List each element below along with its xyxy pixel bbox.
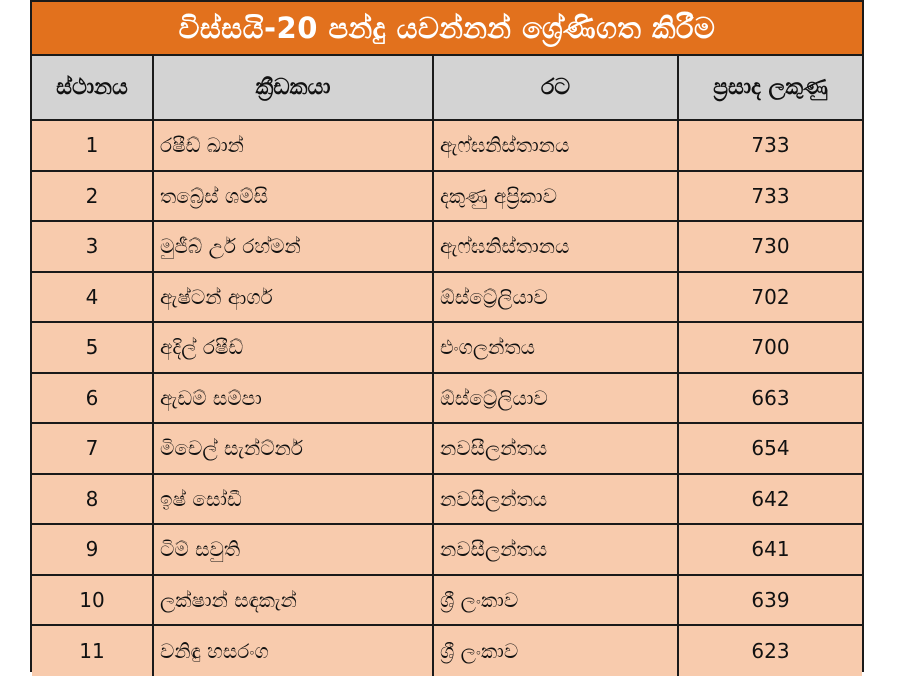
player-cell: අදිල් රෂීඩ්	[152, 321, 434, 374]
rank-cell: 11	[32, 624, 154, 676]
points-cell: 733	[677, 119, 862, 172]
player-cell: රෂීඩ් ඛාන්	[152, 119, 434, 172]
points-cell: 642	[677, 472, 862, 525]
player-cell: ඉෂ් සෝඩී	[152, 472, 434, 525]
rankings-table: ස්ථානය ක්‍රීඩකයා රට ප්‍රසාද ලකුණු 1 රෂීඩ්…	[32, 56, 862, 676]
country-cell: ශ්‍රී ලංකාව	[432, 573, 679, 626]
rank-cell: 1	[32, 119, 154, 172]
table-row: 7 මිචෙල් සැන්ට්නර් නවසීලන්තය 654	[32, 422, 862, 475]
table-row: 6 ඇඩම් සම්පා ඕස්ට්‍රේලියාව 663	[32, 371, 862, 424]
points-cell: 663	[677, 371, 862, 424]
table-body: 1 රෂීඩ් ඛාන් ඇෆ්ඝනිස්තානය 733 2 තබ්‍රේස් ශම්ස…	[32, 119, 862, 676]
rank-cell: 3	[32, 220, 154, 273]
points-cell: 641	[677, 523, 862, 576]
player-cell: තබ්‍රේස් ශම්සි	[152, 169, 434, 222]
table-row: 1 රෂීඩ් ඛාන් ඇෆ්ඝනිස්තානය 733	[32, 119, 862, 172]
points-cell: 623	[677, 624, 862, 676]
country-cell: නවසීලන්තය	[432, 523, 679, 576]
table-row: 2 තබ්‍රේස් ශම්සි දකුණු අප්‍රිකාව 733	[32, 169, 862, 222]
table-row: 8 ඉෂ් සෝඩී නවසීලන්තය 642	[32, 472, 862, 525]
header-points: ප්‍රසාද ලකුණු	[677, 56, 862, 121]
table-title: විස්සයි-20 පන්දු යවන්නන් ශ්‍රේණිගත කිරීම	[32, 2, 862, 56]
player-cell: ඇඩම් සම්පා	[152, 371, 434, 424]
country-cell: නවසීලන්තය	[432, 472, 679, 525]
points-cell: 639	[677, 573, 862, 626]
country-cell: ඕස්ට්‍රේලියාව	[432, 270, 679, 323]
header-rank: ස්ථානය	[32, 56, 154, 121]
points-cell: 700	[677, 321, 862, 374]
rank-cell: 8	[32, 472, 154, 525]
header-row: ස්ථානය ක්‍රීඩකයා රට ප්‍රසාද ලකුණු	[32, 56, 862, 121]
points-cell: 733	[677, 169, 862, 222]
rank-cell: 5	[32, 321, 154, 374]
rank-cell: 6	[32, 371, 154, 424]
rank-cell: 4	[32, 270, 154, 323]
points-cell: 702	[677, 270, 862, 323]
rank-cell: 9	[32, 523, 154, 576]
table-row: 9 ටිම් සවුති නවසීලන්තය 641	[32, 523, 862, 576]
player-cell: ලක්ෂාන් සඳකැන්	[152, 573, 434, 626]
rank-cell: 7	[32, 422, 154, 475]
table-row: 4 ඇෂ්ටන් ආගර් ඕස්ට්‍රේලියාව 702	[32, 270, 862, 323]
rankings-table-frame: විස්සයි-20 පන්දු යවන්නන් ශ්‍රේණිගත කිරීම…	[30, 0, 864, 676]
table-header: ස්ථානය ක්‍රීඩකයා රට ප්‍රසාද ලකුණු	[32, 56, 862, 121]
country-cell: ඕස්ට්‍රේලියාව	[432, 371, 679, 424]
player-cell: මුජීබ් උර් රහ්මන්	[152, 220, 434, 273]
header-country: රට	[432, 56, 679, 121]
country-cell: ඇෆ්ඝනිස්තානය	[432, 220, 679, 273]
country-cell: ඇෆ්ඝනිස්තානය	[432, 119, 679, 172]
country-cell: නවසීලන්තය	[432, 422, 679, 475]
country-cell: ශ්‍රී ලංකාව	[432, 624, 679, 676]
table-row: 10 ලක්ෂාන් සඳකැන් ශ්‍රී ලංකාව 639	[32, 573, 862, 626]
country-cell: දකුණු අප්‍රිකාව	[432, 169, 679, 222]
player-cell: ටිම් සවුති	[152, 523, 434, 576]
table-row: 5 අදිල් රෂීඩ් එංගලන්තය 700	[32, 321, 862, 374]
player-cell: ඇෂ්ටන් ආගර්	[152, 270, 434, 323]
country-cell: එංගලන්තය	[432, 321, 679, 374]
points-cell: 654	[677, 422, 862, 475]
rank-cell: 10	[32, 573, 154, 626]
player-cell: මිචෙල් සැන්ට්නර්	[152, 422, 434, 475]
table-row: 3 මුජීබ් උර් රහ්මන් ඇෆ්ඝනිස්තානය 730	[32, 220, 862, 273]
table-row: 11 වනිඳු හසරංග ශ්‍රී ලංකාව 623	[32, 624, 862, 676]
player-cell: වනිඳු හසරංග	[152, 624, 434, 676]
header-player: ක්‍රීඩකයා	[152, 56, 434, 121]
rank-cell: 2	[32, 169, 154, 222]
points-cell: 730	[677, 220, 862, 273]
